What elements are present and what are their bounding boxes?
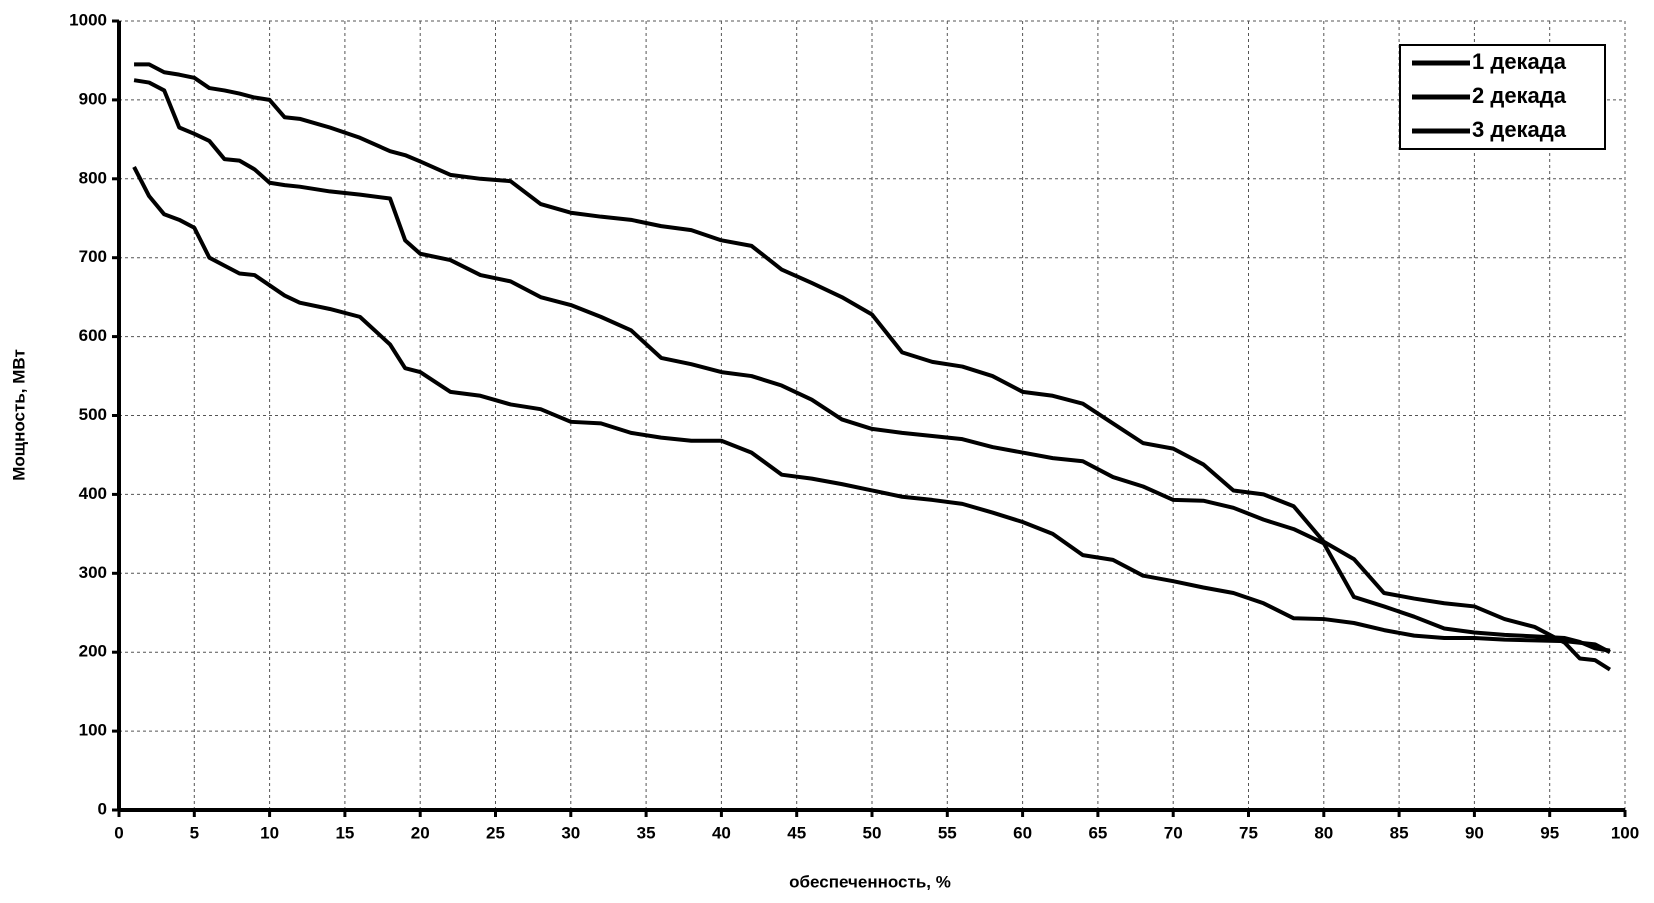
x-tick-label: 100 [1611, 823, 1639, 842]
x-tick-label: 85 [1390, 823, 1409, 842]
y-tick-label: 500 [79, 405, 107, 424]
y-tick-label: 300 [79, 563, 107, 582]
x-tick-label: 75 [1239, 823, 1258, 842]
x-tick-label: 80 [1314, 823, 1333, 842]
y-tick-label: 600 [79, 326, 107, 345]
x-tick-label: 30 [561, 823, 580, 842]
x-tick-label: 15 [335, 823, 354, 842]
series-line [132, 166, 1611, 654]
legend-label: 1 декада [1472, 49, 1567, 74]
legend-label: 2 декада [1472, 83, 1567, 108]
x-tick-label: 25 [486, 823, 505, 842]
x-tick-label: 0 [114, 823, 123, 842]
x-tick-label: 70 [1164, 823, 1183, 842]
x-tick-label: 35 [637, 823, 656, 842]
y-tick-label: 0 [98, 799, 107, 818]
x-tick-label: 60 [1013, 823, 1032, 842]
x-tick-label: 55 [938, 823, 957, 842]
x-tick-label: 5 [190, 823, 199, 842]
y-axis-label: Мощность, МВт [9, 349, 28, 481]
x-tick-label: 50 [863, 823, 882, 842]
x-axis-label: обеспеченность, % [789, 872, 951, 891]
x-tick-label: 95 [1540, 823, 1559, 842]
x-tick-label: 90 [1465, 823, 1484, 842]
y-tick-label: 900 [79, 89, 107, 108]
legend-label: 3 декада [1472, 117, 1567, 142]
y-tick-label: 800 [79, 168, 107, 187]
y-tick-label: 1000 [69, 10, 107, 29]
x-tick-label: 65 [1088, 823, 1107, 842]
y-tick-label: 100 [79, 721, 107, 740]
legend: 1 декада 2 декада 3 декада [1399, 44, 1606, 150]
x-tick-label: 10 [260, 823, 279, 842]
x-tick-label: 20 [411, 823, 430, 842]
y-tick-label: 400 [79, 484, 107, 503]
y-tick-label: 200 [79, 642, 107, 661]
series-line [134, 62, 1612, 672]
x-tick-label: 45 [787, 823, 806, 842]
y-tick-label: 700 [79, 247, 107, 266]
x-tick-label: 40 [712, 823, 731, 842]
series-line [133, 78, 1611, 653]
